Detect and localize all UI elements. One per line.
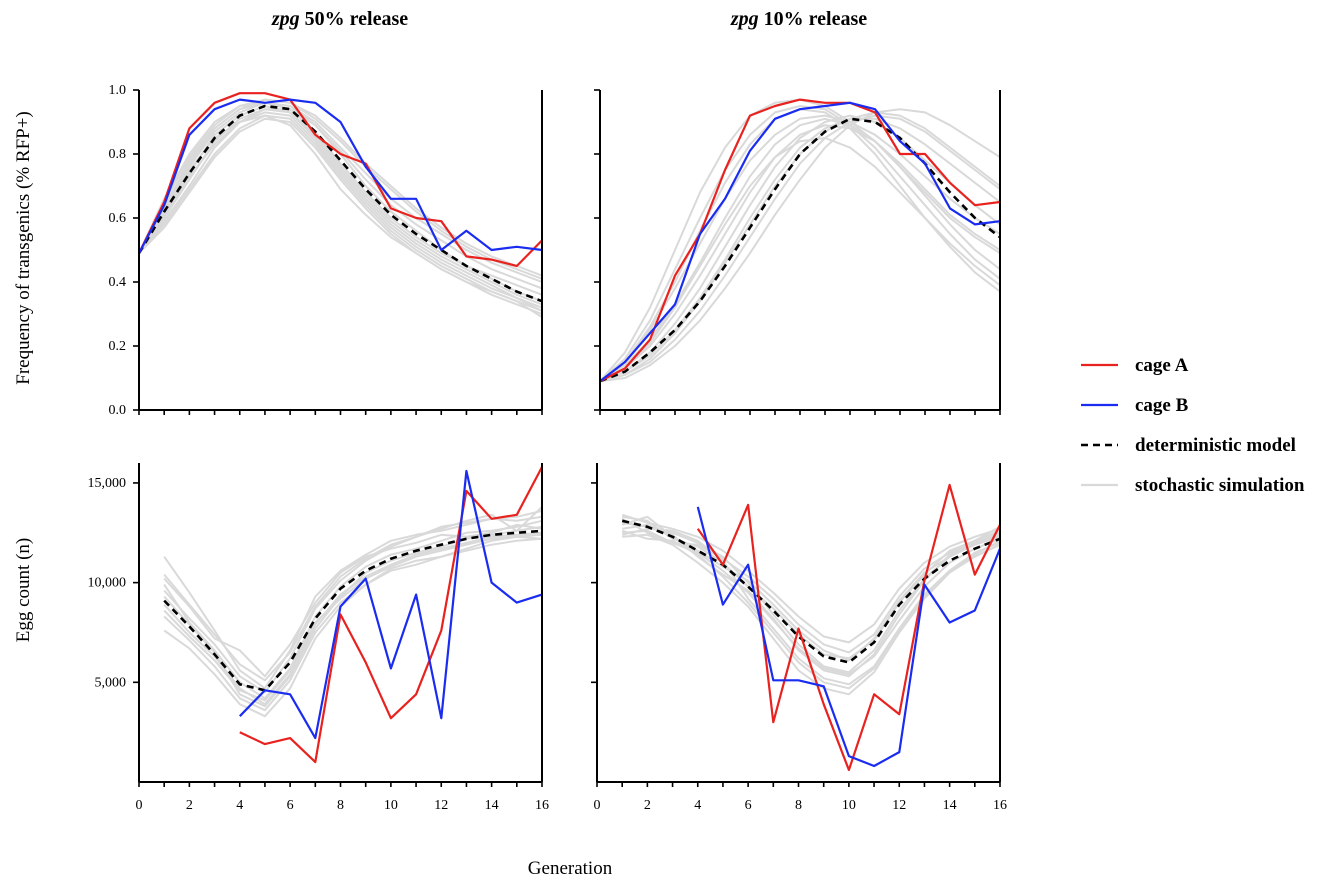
y-tick-label: 0.0: [109, 403, 127, 418]
y-tick-label: 0.2: [109, 339, 127, 354]
y-tick-label: 15,000: [88, 476, 127, 491]
stochastic-run-8: [163, 533, 543, 702]
stochastic-run-2: [621, 517, 1001, 654]
stochastic-run-3: [138, 114, 543, 312]
y-tick-label: 0.4: [109, 275, 127, 290]
stochastic-run-6: [163, 535, 543, 718]
stochastic-run-4: [138, 98, 543, 280]
stochastic-run-8: [599, 105, 1001, 382]
stochastic-run-6: [599, 117, 1001, 383]
legend-item-cage-a: cage A: [1081, 355, 1189, 376]
series-cage-a: [696, 483, 1001, 772]
xlabel-generation: Generation: [528, 858, 613, 877]
x-tick-label: 16: [993, 798, 1007, 813]
title-left: zpg 50% release: [271, 8, 408, 30]
stochastic-run-9: [599, 114, 1001, 383]
stochastic-run-12: [599, 117, 1001, 383]
legend-label: stochastic simulation: [1135, 475, 1305, 496]
x-tick-label: 14: [943, 798, 957, 813]
stochastic-run-6: [138, 101, 543, 283]
stochastic-run-3: [599, 124, 1001, 383]
x-tick-label: 4: [694, 798, 701, 813]
stochastic-run-1: [622, 523, 1001, 678]
panel-frequency-50pct: 0.0 0.2 0.4 0.6 0.8 1.0: [109, 83, 543, 418]
panel-eggs-50pct: 5,000 10,000 15,000 0 2 4 6 8 10 12 14 16: [88, 463, 549, 813]
stochastic-run-10: [138, 117, 543, 319]
stochastic-run-7: [163, 519, 543, 700]
y-tick-label: 0.6: [109, 211, 127, 226]
panel-eggs-10pct: 0 2 4 6 8 10 12 14 16: [591, 463, 1007, 813]
legend-item-cage-b: cage B: [1081, 395, 1189, 416]
y-tick-label: 0.8: [109, 147, 127, 162]
x-tick-label: 12: [434, 798, 448, 813]
legend-label: cage B: [1135, 395, 1189, 416]
x-tick-label: 2: [186, 798, 193, 813]
stochastic-run-6: [621, 513, 1001, 644]
stochastic-run-7: [599, 114, 1001, 383]
x-tick-label: 2: [644, 798, 651, 813]
stochastic-run-2: [599, 111, 1001, 383]
x-tick-label: 16: [535, 798, 549, 813]
x-tick-label: 14: [485, 798, 499, 813]
title-right: zpg 10% release: [730, 8, 867, 30]
legend-label: cage A: [1135, 355, 1189, 376]
x-tick-label: 6: [287, 798, 294, 813]
stochastic-run-9: [163, 509, 543, 682]
stochastic-run-8: [622, 521, 1001, 674]
stochastic-run-12: [138, 111, 543, 312]
stochastic-run-10: [622, 515, 1001, 660]
stochastic-run-2: [138, 101, 543, 290]
series-cage-b: [599, 101, 1001, 383]
y-tick-label: 5,000: [95, 675, 127, 690]
x-tick-label: 10: [384, 798, 398, 813]
stochastic-run-5: [622, 533, 1001, 696]
series-cage-b: [696, 506, 1002, 768]
ylabel-frequency: Frequency of transgenics (% RFP+): [13, 111, 34, 385]
stochastic-run-9: [138, 101, 543, 296]
stochastic-run-4: [621, 515, 1001, 662]
x-tick-label: 8: [337, 798, 344, 813]
legend-item-stochastic-simulation: stochastic simulation: [1081, 475, 1305, 496]
legend: cage A cage B deterministic model stochasti…: [1081, 355, 1305, 496]
stochastic-run-5: [599, 108, 1001, 383]
x-tick-label: 12: [892, 798, 906, 813]
y-tick-label: 1.0: [109, 83, 127, 98]
series-deterministic-model: [621, 519, 1001, 664]
x-tick-label: 6: [745, 798, 752, 813]
panel-frequency-10pct: [594, 89, 1001, 415]
stochastic-run-11: [138, 98, 543, 277]
series-cage-b: [239, 469, 543, 740]
x-tick-label: 8: [795, 798, 802, 813]
y-tick-label: 10,000: [88, 576, 127, 591]
stochastic-run-9: [622, 529, 1001, 676]
legend-item-deterministic-model: deterministic model: [1081, 435, 1296, 456]
series-cage-a: [239, 466, 543, 764]
x-tick-label: 0: [136, 798, 143, 813]
series-deterministic-model: [163, 529, 543, 692]
x-tick-label: 4: [236, 798, 243, 813]
x-tick-label: 0: [594, 798, 601, 813]
series-deterministic-model: [599, 117, 1001, 383]
legend-label: deterministic model: [1135, 435, 1296, 456]
stochastic-run-1: [599, 114, 1001, 382]
stochastic-run-10: [163, 525, 543, 708]
stochastic-run-5: [163, 523, 543, 678]
series-deterministic-model: [137, 104, 543, 303]
series-cage-b: [138, 98, 543, 254]
series-cage-a: [138, 92, 543, 268]
stochastic-run-3: [163, 506, 543, 694]
x-tick-label: 10: [842, 798, 856, 813]
series-cage-a: [599, 98, 1001, 383]
ylabel-egg-count: Egg count (n): [13, 538, 34, 642]
